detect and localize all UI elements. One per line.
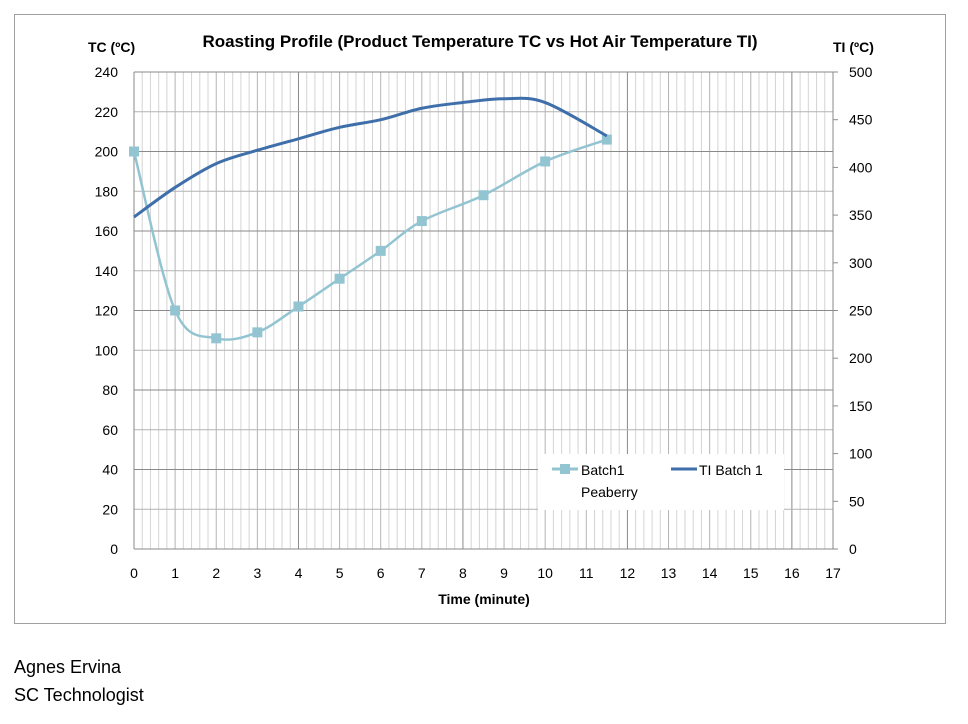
y-tick-label: 20 [102, 501, 118, 517]
x-axis-title: Time (minute) [438, 591, 530, 607]
x-tick-label: 17 [825, 565, 841, 581]
x-tick-label: 14 [702, 565, 718, 581]
y2-tick-label: 150 [849, 398, 873, 414]
data-point-marker [129, 146, 139, 157]
x-tick-label: 11 [579, 565, 594, 581]
data-point-marker [540, 156, 551, 167]
y-axis-title: TC (ºC) [88, 39, 135, 55]
y2-tick-label: 450 [849, 112, 873, 128]
chart-title: Roasting Profile (Product Temperature TC… [202, 32, 757, 51]
x-tick-label: 0 [130, 565, 138, 581]
y2-tick-label: 350 [849, 207, 873, 223]
chart-frame [14, 14, 946, 624]
x-tick-label: 2 [212, 565, 220, 581]
author-name: Agnes Ervina [14, 657, 122, 677]
y-tick-label: 240 [95, 64, 119, 80]
data-point-marker [293, 301, 304, 312]
x-tick-label: 1 [171, 565, 179, 581]
author-role: SC Technologist [14, 685, 144, 705]
y-tick-label: 180 [95, 183, 119, 199]
y2-tick-label: 300 [849, 255, 873, 271]
series-line-ti-batch-1 [133, 96, 608, 219]
y2-tick-label: 0 [849, 541, 857, 557]
y-tick-label: 160 [95, 223, 119, 239]
x-tick-label: 13 [661, 565, 677, 581]
y-tick-label: 200 [95, 144, 119, 160]
y-tick-label: 220 [95, 104, 119, 120]
legend-label: Peaberry [581, 484, 638, 500]
y2-axis-title: TI (ºC) [833, 39, 874, 55]
data-point-marker [375, 245, 386, 256]
x-tick-label: 12 [620, 565, 636, 581]
x-tick-label: 5 [336, 565, 344, 581]
x-tick-label: 6 [377, 565, 385, 581]
y-tick-label: 0 [110, 541, 118, 557]
y2-tick-label: 200 [849, 350, 873, 366]
legend-label: Batch1 [581, 462, 625, 478]
x-tick-label: 9 [500, 565, 508, 581]
x-tick-label: 7 [418, 565, 426, 581]
data-point-marker [478, 190, 489, 201]
x-tick-label: 15 [743, 565, 759, 581]
y2-tick-label: 50 [849, 493, 865, 509]
x-tick-label: 4 [295, 565, 303, 581]
data-point-marker [416, 216, 427, 227]
y2-tick-label: 500 [849, 64, 873, 80]
legend-marker-batch1 [560, 464, 570, 474]
data-point-marker [211, 333, 222, 344]
y-tick-label: 60 [102, 422, 118, 438]
x-tick-label: 16 [784, 565, 800, 581]
legend-box [538, 454, 784, 510]
y2-tick-label: 100 [849, 446, 873, 462]
legend-label: TI Batch 1 [699, 462, 763, 478]
data-point-marker [601, 134, 612, 145]
y2-tick-label: 250 [849, 303, 873, 319]
roasting-profile-chart: 0204060801001201401601802002202400501001… [88, 32, 874, 607]
data-point-marker [334, 273, 345, 284]
x-tick-label: 10 [537, 565, 553, 581]
data-point-marker [170, 305, 181, 316]
y-tick-label: 140 [95, 263, 119, 279]
y-tick-label: 80 [102, 382, 118, 398]
y-tick-label: 120 [95, 303, 119, 319]
y2-tick-label: 400 [849, 159, 873, 175]
y-tick-label: 100 [95, 342, 119, 358]
x-tick-label: 3 [253, 565, 261, 581]
data-point-marker [252, 327, 263, 338]
y-tick-label: 40 [102, 462, 118, 478]
x-tick-label: 8 [459, 565, 467, 581]
